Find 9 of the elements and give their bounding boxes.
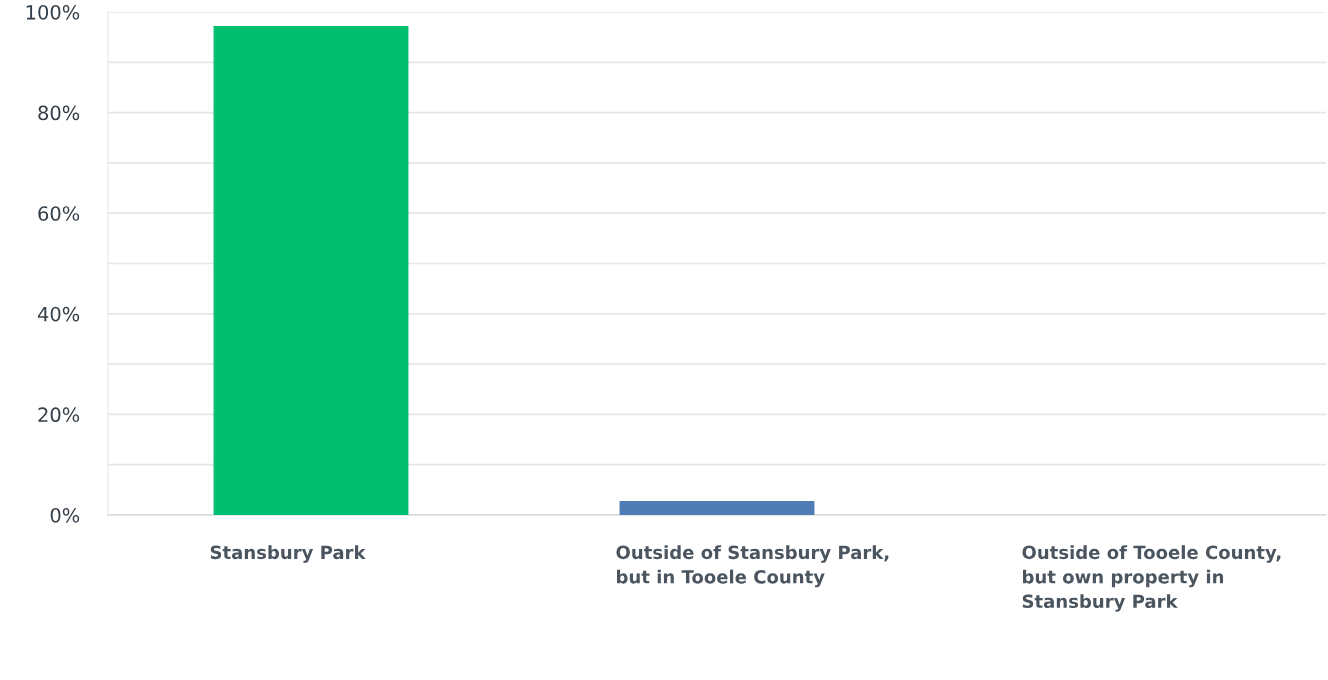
y-tick-label: 0% — [50, 507, 80, 523]
x-tick-label: Stansbury Park — [210, 545, 366, 563]
x-tick-label: Outside of Stansbury Park, but in Tooele County — [616, 545, 889, 588]
y-tick-label: 20% — [38, 407, 80, 423]
y-tick-label: 80% — [38, 105, 80, 121]
y-tick-label: 100% — [26, 4, 80, 20]
x-tick-label: Outside of Tooele County, but own property in Stansbury Park — [1022, 545, 1281, 612]
y-tick-label: 40% — [37, 306, 80, 322]
y-tick-label: 60% — [38, 206, 80, 221]
